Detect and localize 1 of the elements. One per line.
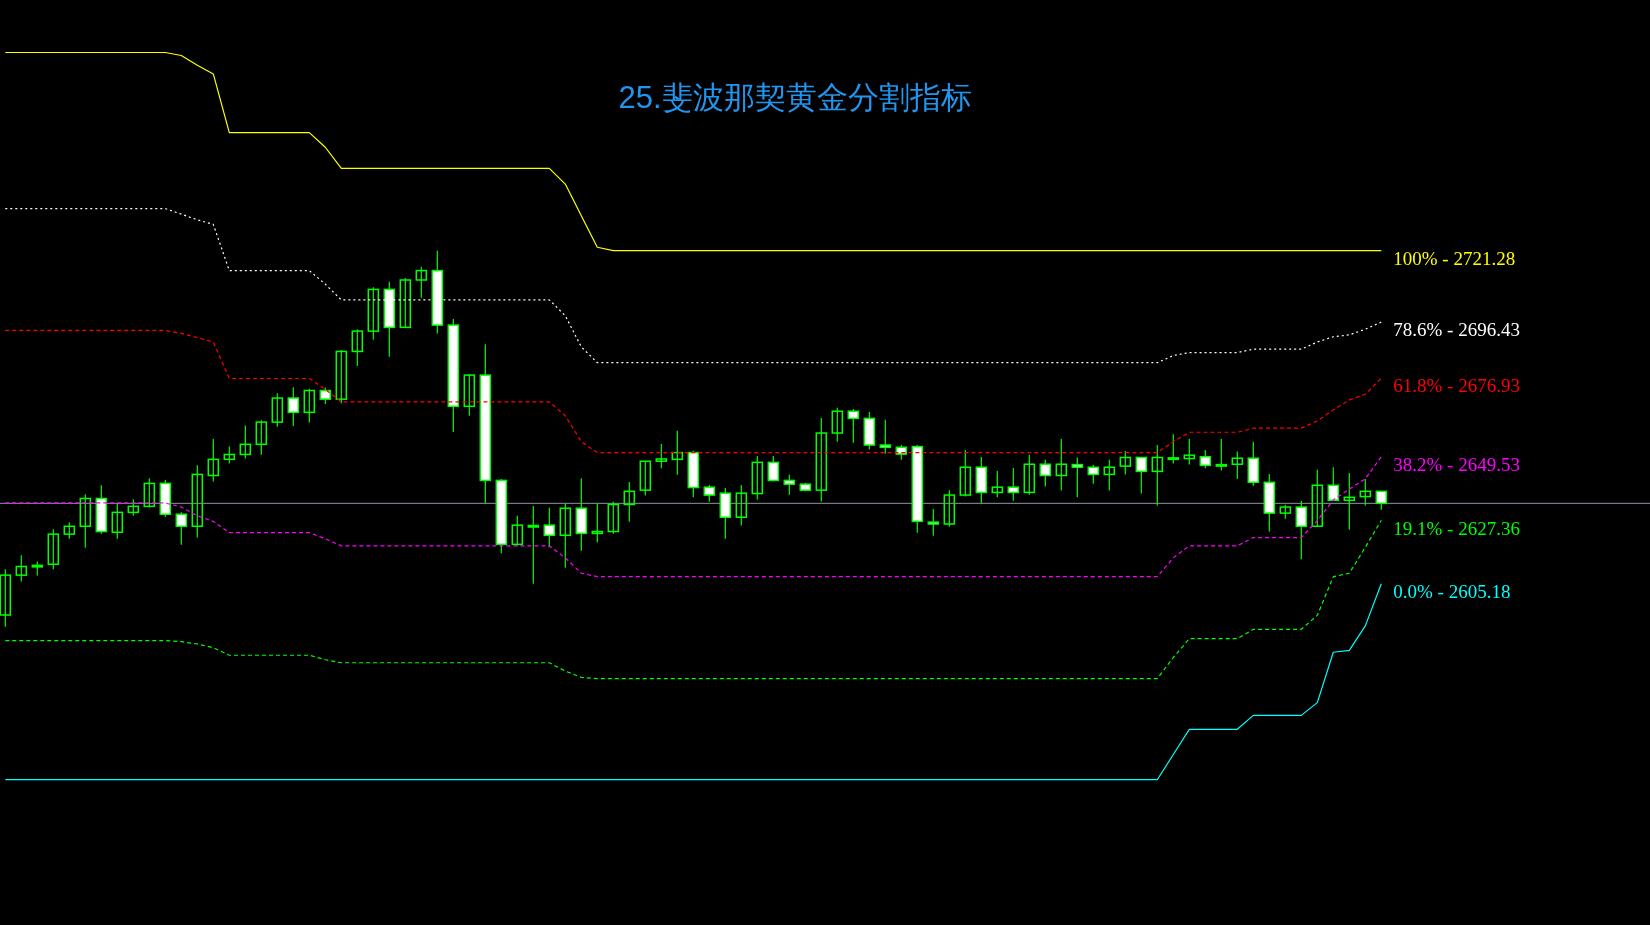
title: 25.斐波那契黄金分割指标	[618, 80, 972, 116]
